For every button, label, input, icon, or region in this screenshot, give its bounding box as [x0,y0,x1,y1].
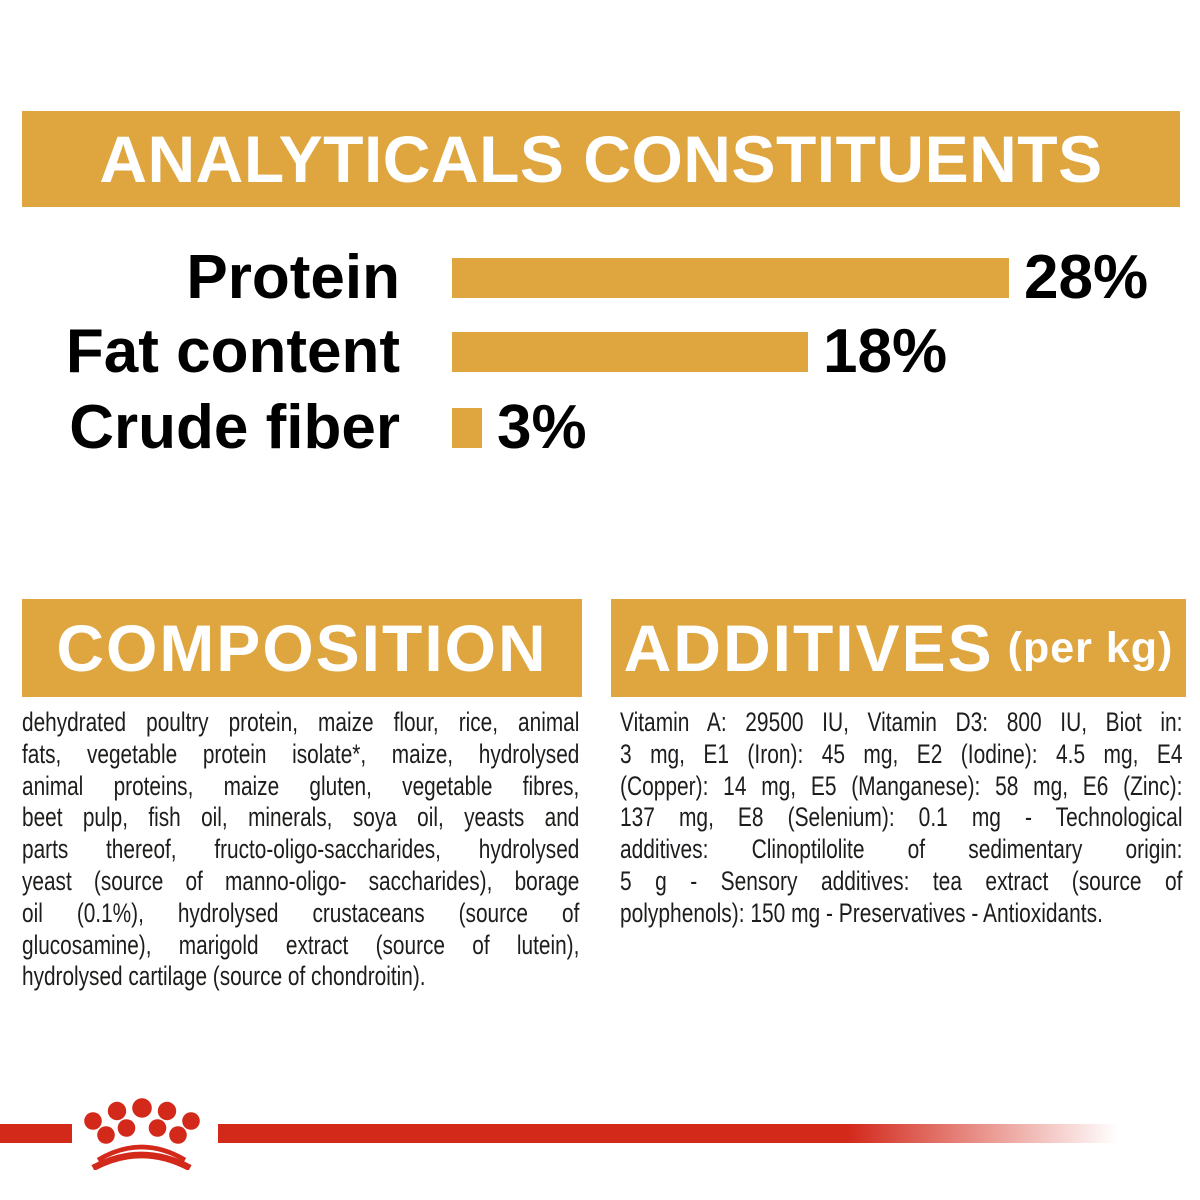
constituent-bar [452,258,1009,298]
additives-title: ADDITIVES [623,611,994,685]
additives-text-line: 3 mg, E1 (Iron): 45 mg, E2 (Iodine): 4.5… [620,738,1183,769]
additives-text-line: additives: Clinoptilolite of sedimentary… [620,834,1183,865]
additives-banner: ADDITIVES (per kg) [611,599,1186,697]
constituent-label: Crude fiber [69,393,400,462]
royal-canin-crown-icon [84,1098,200,1170]
composition-banner: COMPOSITION [22,599,582,697]
composition-text-line: fats, vegetable protein isolate*, maize,… [22,738,580,769]
constituent-label: Fat content [65,317,400,386]
composition-text-line: dehydrated poultry protein, maize flour,… [22,707,580,737]
constituent-value: 3% [497,393,587,462]
footer-stripe-right [218,1124,1118,1143]
additives-subtitle: (per kg) [1007,623,1174,672]
composition-text-line: glucosamine), marigold extract (source o… [22,929,580,960]
composition-text-line: hydrolysed cartilage (source of chondroi… [22,961,426,992]
constituent-label: Protein [186,243,400,312]
constituent-bar [452,408,482,448]
composition-text-line: parts thereof, fructo-oligo-saccharides,… [22,834,580,865]
additives-text-line: (Copper): 14 mg, E5 (Manganese): 58 mg, … [620,770,1183,801]
additives-text: Vitamin A: 29500 IU, Vitamin D3: 800 IU,… [620,707,1182,930]
composition-title: COMPOSITION [56,611,548,685]
additives-text-line: 137 mg, E8 (Selenium): 0.1 mg - Technolo… [620,802,1183,833]
analyticals-banner: ANALYTICALS CONSTITUENTS [22,111,1180,207]
footer-stripe-left [0,1124,72,1143]
additives-text-line: Vitamin A: 29500 IU, Vitamin D3: 800 IU,… [620,707,1183,737]
composition-text: dehydrated poultry protein, maize flour,… [22,707,579,993]
constituent-value: 28% [1024,243,1149,312]
composition-text-line: beet pulp, fish oil, minerals, soya oil,… [22,802,580,833]
analyticals-title: ANALYTICALS CONSTITUENTS [99,122,1103,196]
constituent-value: 18% [823,317,948,386]
additives-text-line: polyphenols): 150 mg - Preservatives - A… [620,897,1103,928]
constituent-bar [452,332,808,372]
composition-text-line: oil (0.1%), hydrolysed crustaceans (sour… [22,897,580,928]
composition-text-line: yeast (source of manno-oligo- saccharide… [22,865,580,896]
composition-text-line: animal proteins, maize gluten, vegetable… [22,770,580,801]
additives-text-line: 5 g - Sensory additives: tea extract (so… [620,865,1183,896]
